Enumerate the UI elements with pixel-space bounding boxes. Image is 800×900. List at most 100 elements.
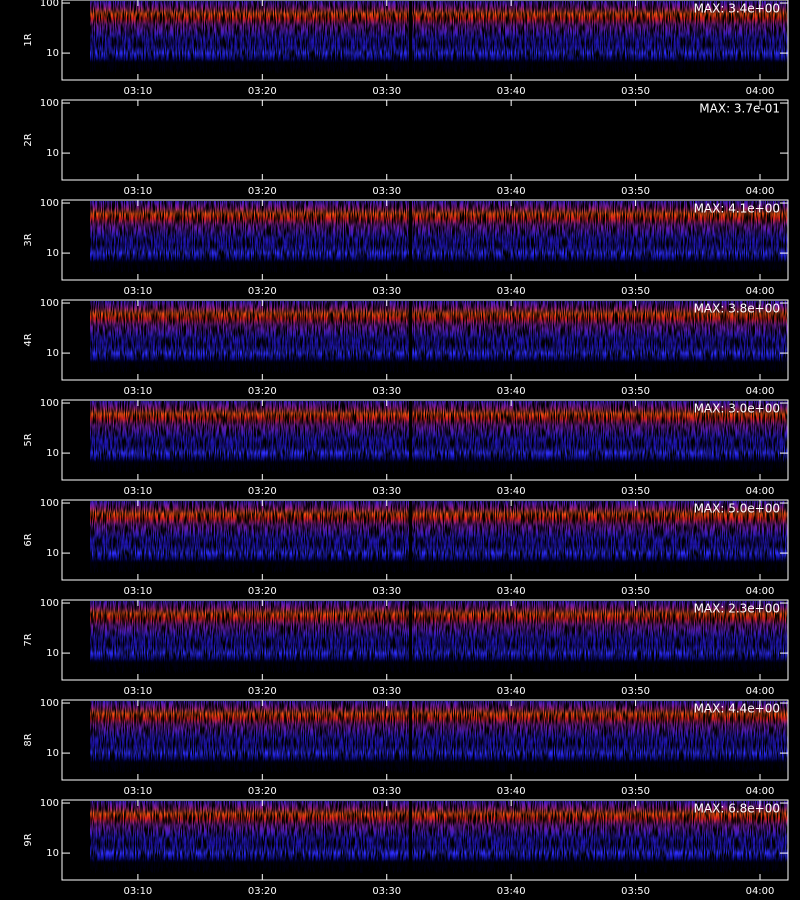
x-tick-label: 03:50: [621, 386, 650, 397]
x-tick-label: 03:40: [497, 386, 526, 397]
x-tick-label: 03:10: [123, 686, 152, 697]
plot-frame: [61, 99, 789, 181]
x-tick-label: 03:40: [497, 286, 526, 297]
x-tick-label: 03:50: [621, 686, 650, 697]
x-tick-label: 03:50: [621, 886, 650, 897]
spectrogram-texture: [90, 601, 788, 680]
y-axis-label: 2R: [23, 133, 34, 146]
x-tick-label: 03:10: [123, 586, 152, 597]
y-axis-label: 1R: [23, 33, 34, 46]
x-tick-label: 03:10: [123, 86, 152, 97]
y-axis-label: 7R: [23, 633, 34, 646]
x-tick-label: 03:10: [123, 886, 152, 897]
x-tick-label: 03:40: [497, 86, 526, 97]
x-tick-label: 03:20: [248, 86, 277, 97]
annotation: MAX: 3.0e+00: [694, 402, 780, 416]
plot-frame: [61, 399, 789, 481]
x-tick-label: 03:20: [248, 486, 277, 497]
y-tick-label: 100: [40, 298, 59, 309]
y-tick-label: 10: [46, 548, 59, 559]
y-tick-label: 100: [40, 0, 59, 9]
data-gap: [409, 401, 412, 480]
plot-frame: [61, 199, 789, 281]
annotation: MAX: 3.4e+00: [694, 2, 780, 16]
y-tick-label: 100: [40, 698, 59, 709]
spectrogram-texture: [90, 501, 788, 580]
x-tick-label: 03:10: [123, 286, 152, 297]
y-axis-label: 5R: [23, 433, 34, 446]
plot-frame: [61, 0, 789, 81]
x-tick-label: 04:00: [746, 586, 775, 597]
annotation: MAX: 2.3e+00: [694, 602, 780, 616]
x-tick-label: 03:30: [372, 886, 401, 897]
spectrogram-texture: [90, 401, 788, 480]
y-tick-label: 10: [46, 648, 59, 659]
x-tick-label: 03:30: [372, 586, 401, 597]
y-tick-label: 10: [46, 348, 59, 359]
x-tick-label: 04:00: [746, 186, 775, 197]
x-tick-label: 03:20: [248, 886, 277, 897]
y-tick-label: 100: [40, 98, 59, 109]
data-gap: [409, 801, 412, 880]
x-tick-label: 03:20: [248, 586, 277, 597]
x-tick-label: 03:10: [123, 186, 152, 197]
x-tick-label: 04:00: [746, 386, 775, 397]
y-tick-label: 100: [40, 598, 59, 609]
x-tick-label: 03:20: [248, 686, 277, 697]
y-tick-label: 100: [40, 798, 59, 809]
y-tick-label: 10: [46, 248, 59, 259]
plot-frame: [61, 499, 789, 581]
annotation: MAX: 6.8e+00: [694, 802, 780, 816]
y-tick-label: 100: [40, 398, 59, 409]
x-tick-label: 03:40: [497, 686, 526, 697]
x-tick-label: 03:30: [372, 386, 401, 397]
annotation: MAX: 4.1e+00: [694, 202, 780, 216]
x-tick-label: 03:40: [497, 586, 526, 597]
x-tick-label: 03:50: [621, 486, 650, 497]
x-tick-label: 04:00: [746, 486, 775, 497]
annotation: MAX: 5.0e+00: [694, 502, 780, 516]
data-gap: [409, 301, 412, 380]
x-tick-label: 04:00: [746, 286, 775, 297]
x-tick-label: 03:20: [248, 186, 277, 197]
data-gap: [409, 1, 412, 80]
data-gap: [409, 601, 412, 680]
x-tick-label: 03:20: [248, 786, 277, 797]
annotation: MAX: 3.7e-01: [699, 102, 780, 116]
x-tick-label: 03:50: [621, 186, 650, 197]
plot-frame: [61, 299, 789, 381]
spectrogram-texture: [90, 301, 788, 380]
y-axis-label: 6R: [23, 533, 34, 546]
x-tick-label: 03:40: [497, 786, 526, 797]
x-tick-label: 03:40: [497, 886, 526, 897]
plot-frame: [61, 599, 789, 681]
y-axis-label: 3R: [23, 233, 34, 246]
x-tick-label: 04:00: [746, 86, 775, 97]
y-axis-label: 4R: [23, 333, 34, 346]
y-axis-label: 9R: [23, 833, 34, 846]
annotation: MAX: 3.8e+00: [694, 302, 780, 316]
x-tick-label: 03:50: [621, 586, 650, 597]
x-tick-label: 03:20: [248, 286, 277, 297]
x-tick-label: 03:30: [372, 486, 401, 497]
y-tick-label: 100: [40, 198, 59, 209]
y-tick-label: 10: [46, 748, 59, 759]
spectrogram-texture: [90, 201, 788, 280]
y-tick-label: 10: [46, 148, 59, 159]
y-axis-label: 8R: [23, 733, 34, 746]
spectrogram-texture: [90, 801, 788, 880]
plot-frame: [61, 799, 789, 881]
x-tick-label: 03:30: [372, 86, 401, 97]
x-tick-label: 03:30: [372, 686, 401, 697]
x-tick-label: 03:20: [248, 386, 277, 397]
y-tick-label: 100: [40, 498, 59, 509]
data-gap: [409, 701, 412, 780]
x-tick-label: 03:50: [621, 286, 650, 297]
y-tick-label: 10: [46, 848, 59, 859]
x-tick-label: 03:50: [621, 86, 650, 97]
x-tick-label: 03:40: [497, 186, 526, 197]
annotation: MAX: 4.4e+00: [694, 702, 780, 716]
x-tick-label: 04:00: [746, 786, 775, 797]
